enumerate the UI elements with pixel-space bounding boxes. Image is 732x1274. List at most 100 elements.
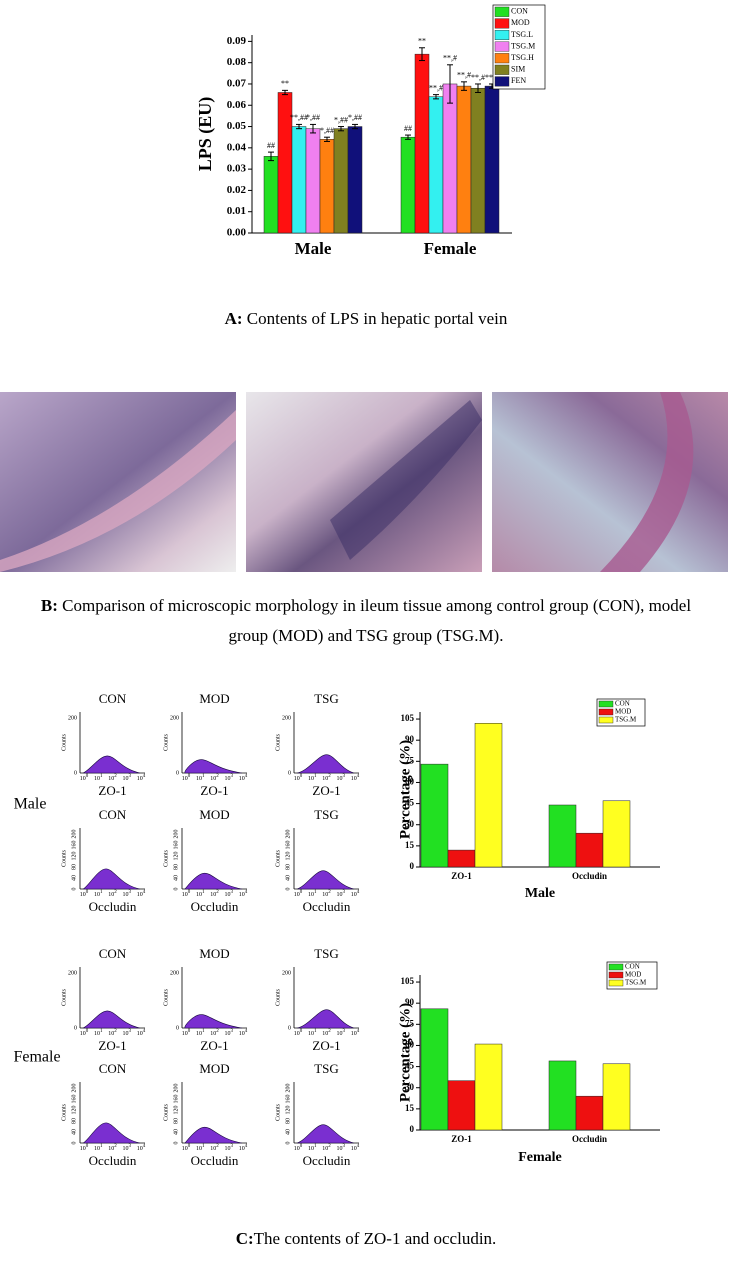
hist-ytick-label: 200 xyxy=(68,970,77,976)
hist-xtick-base: 10 xyxy=(80,1146,86,1152)
hist-xtick-label: 102 xyxy=(322,1144,331,1152)
y-tick-label: 45 xyxy=(405,798,415,808)
x-tick-label: Occludin xyxy=(572,871,607,881)
bar xyxy=(602,800,631,868)
caption-text: The contents of ZO-1 and occludin. xyxy=(254,1229,497,1248)
hist-title: CON xyxy=(99,946,127,961)
legend-swatch xyxy=(608,979,624,987)
bar xyxy=(414,53,430,234)
hist-xtick-label: 103 xyxy=(123,890,132,898)
hist-xtick-label: 103 xyxy=(225,890,234,898)
hist-xtick-base: 10 xyxy=(239,1031,245,1037)
hist-xtick-exp: 1 xyxy=(314,1029,317,1034)
hist-xtick-exp: 2 xyxy=(114,1029,117,1034)
hist-ytick-label: 200 xyxy=(68,715,77,721)
hist-ytick-label: 0 xyxy=(176,1025,179,1031)
hist-xtick-exp: 1 xyxy=(100,774,103,779)
hist-xtick-exp: 4 xyxy=(143,1029,146,1034)
hist-xtick-base: 10 xyxy=(182,776,188,782)
hist-xtick-label: 104 xyxy=(239,1029,248,1037)
hist-xtick-label: 101 xyxy=(94,1144,103,1152)
legend-label: TSG.M xyxy=(625,979,647,987)
hist-xtick-exp: 2 xyxy=(328,1029,331,1034)
y-axis-label: Percentage (%) xyxy=(397,740,413,839)
hist-xlabel: Occludin xyxy=(89,899,137,914)
y-tick-label: 75 xyxy=(405,755,415,765)
hist-ytick-label: 160 xyxy=(71,841,77,850)
legend-swatch xyxy=(494,64,510,75)
error-bar xyxy=(419,47,425,62)
caption-c: C:The contents of ZO-1 and occludin. xyxy=(236,1229,497,1248)
hist-xtick-label: 100 xyxy=(80,774,89,782)
hist-ytick-label: 120 xyxy=(285,1106,291,1115)
hist-xtick-label: 103 xyxy=(337,1144,346,1152)
bar xyxy=(333,128,349,234)
bar xyxy=(575,1095,604,1131)
hist-ytick-label: 0 xyxy=(176,770,179,776)
hist-xtick-exp: 2 xyxy=(216,1029,219,1034)
hist-xtick-exp: 0 xyxy=(86,1144,89,1149)
caption-text: Contents of LPS in hepatic portal vein xyxy=(243,309,508,328)
legend-swatch xyxy=(494,30,510,41)
hist-ylabel: Counts xyxy=(61,849,67,867)
hist-xtick-exp: 0 xyxy=(300,1144,303,1149)
hist-xtick-exp: 3 xyxy=(129,890,132,895)
hist-xtick-base: 10 xyxy=(308,776,314,782)
hist-xtick-exp: 4 xyxy=(357,1144,360,1149)
hist-xlabel: Occludin xyxy=(303,1153,351,1168)
significance-label: *,## xyxy=(320,126,334,135)
hist-xtick-exp: 1 xyxy=(314,1144,317,1149)
hist-xtick-base: 10 xyxy=(94,1031,100,1037)
significance-label: *,## xyxy=(348,113,362,122)
y-tick-label: 60 xyxy=(405,1040,415,1050)
y-tick-label: 90 xyxy=(405,734,415,744)
hist-ytick-label: 0 xyxy=(173,1142,179,1145)
hist-xtick-base: 10 xyxy=(351,892,357,898)
bar xyxy=(319,139,335,234)
micrograph-con xyxy=(0,392,236,572)
hist-xtick-base: 10 xyxy=(182,1146,188,1152)
hist-xtick-base: 10 xyxy=(351,776,357,782)
hist-xtick-label: 101 xyxy=(308,1144,317,1152)
hist-xtick-base: 10 xyxy=(94,776,100,782)
hist-xtick-exp: 1 xyxy=(314,890,317,895)
bar xyxy=(602,1063,631,1131)
caption-label: A: xyxy=(225,309,243,328)
hist-xtick-base: 10 xyxy=(337,1146,343,1152)
legend-swatch xyxy=(608,963,624,971)
hist-xtick-label: 103 xyxy=(337,1029,346,1037)
y-tick-label: 15 xyxy=(405,1103,415,1113)
hist-xtick-label: 102 xyxy=(322,890,331,898)
hist-xtick-exp: 2 xyxy=(114,890,117,895)
legend-swatch xyxy=(494,76,510,87)
hist-xtick-base: 10 xyxy=(239,1146,245,1152)
error-bar xyxy=(310,123,316,134)
hist-xtick-exp: 4 xyxy=(143,774,146,779)
hist-xtick-label: 100 xyxy=(182,890,191,898)
hist-xtick-base: 10 xyxy=(123,1146,129,1152)
error-bar xyxy=(282,89,288,96)
hist-ytick-label: 40 xyxy=(71,875,77,881)
hist-title: CON xyxy=(99,807,127,822)
hist-xtick-exp: 0 xyxy=(188,774,191,779)
error-bar xyxy=(405,134,411,140)
y-tick-label: 90 xyxy=(405,997,415,1007)
legend-label: SIM xyxy=(511,65,525,74)
histogram xyxy=(184,1014,243,1029)
y-tick-label: 0.09 xyxy=(227,35,247,47)
significance-label: **,# xyxy=(443,54,457,63)
hist-xtick-exp: 2 xyxy=(216,1144,219,1149)
hist-xtick-label: 104 xyxy=(239,890,248,898)
hist-xtick-base: 10 xyxy=(123,776,129,782)
hist-ytick-label: 160 xyxy=(71,1095,77,1104)
hist-xtick-label: 103 xyxy=(123,774,132,782)
hist-ytick-label: 0 xyxy=(74,1025,77,1031)
hist-xtick-label: 104 xyxy=(351,1029,360,1037)
hist-xtick-base: 10 xyxy=(239,892,245,898)
hist-xtick-label: 101 xyxy=(308,774,317,782)
histogram xyxy=(184,759,243,774)
hist-ylabel: Counts xyxy=(275,988,281,1006)
hist-xlabel: ZO-1 xyxy=(98,1038,126,1053)
hist-xtick-exp: 1 xyxy=(202,890,205,895)
hist-xtick-exp: 2 xyxy=(114,1144,117,1149)
